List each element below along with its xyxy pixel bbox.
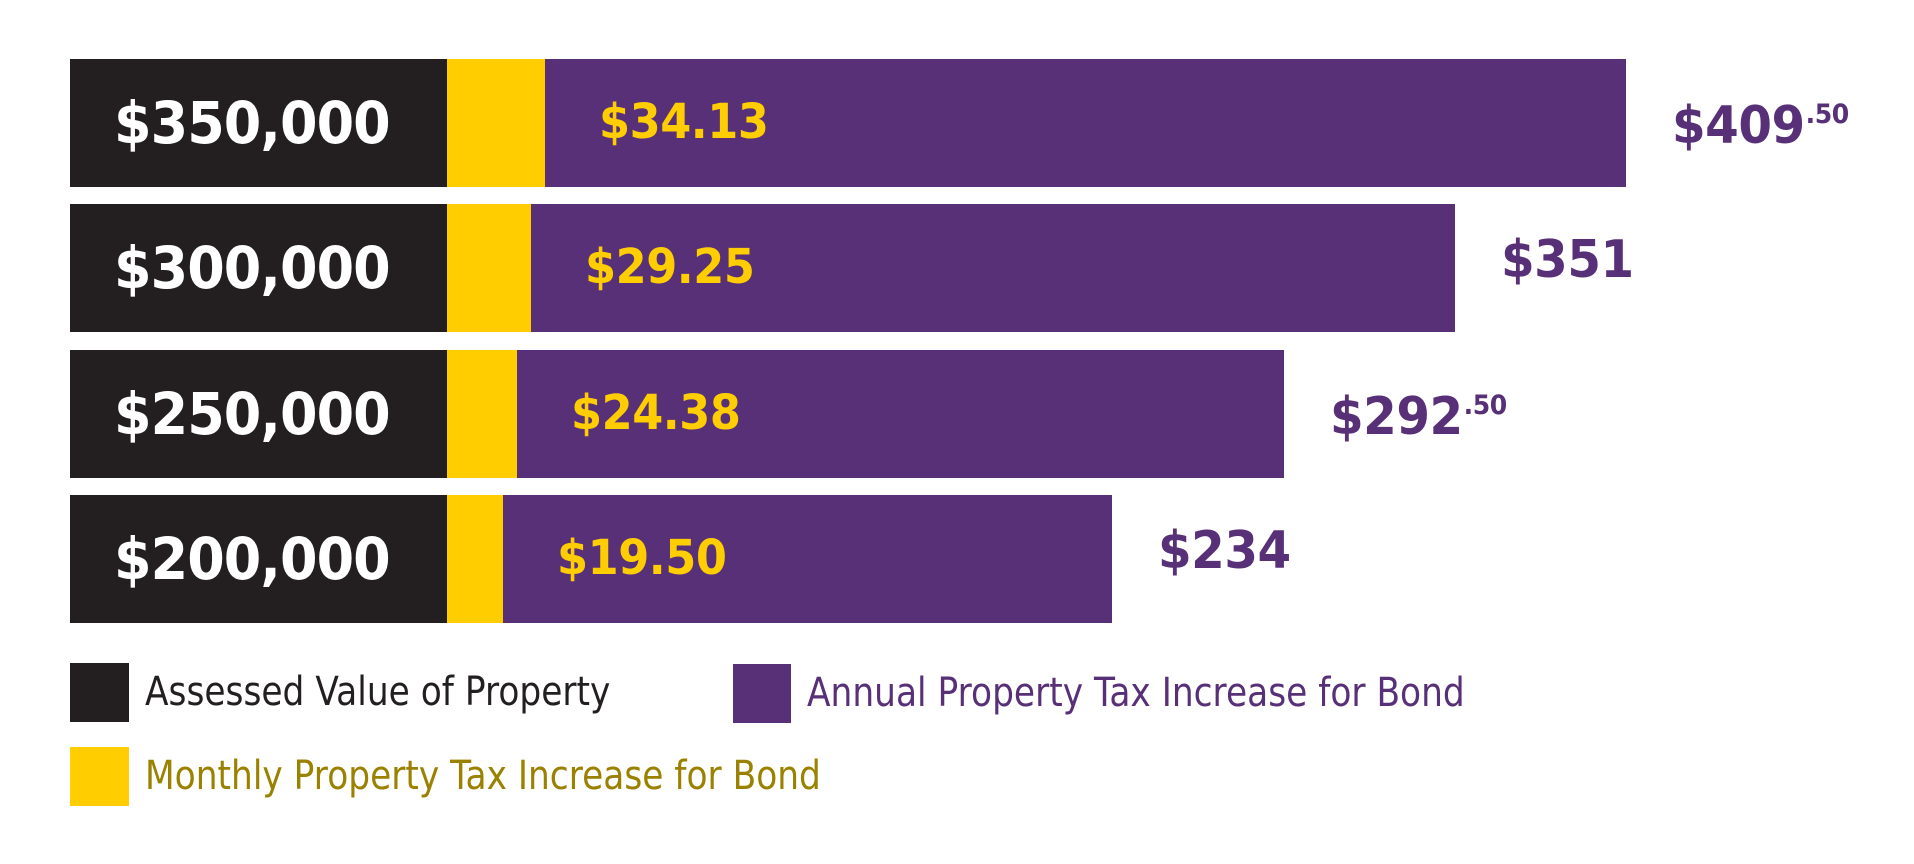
bar-assessed-value xyxy=(70,204,447,332)
bar-assessed-value xyxy=(70,350,447,478)
monthly-increase-label: $34.13 xyxy=(598,94,769,150)
legend-item-assessed: Assessed Value of Property xyxy=(70,662,686,722)
bar-assessed-value xyxy=(70,59,447,187)
annual-increase-dollars: $409 xyxy=(1672,96,1806,156)
bar-assessed-value xyxy=(70,495,447,623)
legend-swatch-assessed xyxy=(70,662,129,722)
assessed-value-label: $200,000 xyxy=(114,525,391,593)
bar-monthly-increase xyxy=(447,495,503,623)
legend-item-monthly: Monthly Property Tax Increase for Bond xyxy=(70,746,931,806)
legend-label-monthly: Monthly Property Tax Increase for Bond xyxy=(145,753,821,799)
assessed-value-label: $350,000 xyxy=(114,89,391,157)
legend-label-annual: Annual Property Tax Increase for Bond xyxy=(807,670,1465,716)
monthly-increase-label: $29.25 xyxy=(584,239,755,295)
annual-increase-label: $409.50 xyxy=(1672,59,1849,187)
bar-annual-increase xyxy=(502,495,1113,623)
annual-increase-label: $351 xyxy=(1501,204,1634,332)
annual-increase-cents: .50 xyxy=(1806,99,1850,130)
bar-annual-increase xyxy=(544,59,1627,187)
annual-increase-label: $234 xyxy=(1158,495,1291,623)
annual-increase-dollars: $234 xyxy=(1158,521,1292,581)
annual-increase-dollars: $292 xyxy=(1329,387,1463,447)
legend-label-assessed: Assessed Value of Property xyxy=(145,669,611,715)
bar-monthly-increase xyxy=(447,59,545,187)
bar-annual-increase xyxy=(530,204,1456,332)
annual-increase-cents: .50 xyxy=(1463,390,1507,421)
legend-swatch-monthly xyxy=(70,746,129,806)
legend-item-annual: Annual Property Tax Increase for Bond xyxy=(733,663,1572,723)
bar-monthly-increase xyxy=(447,350,517,478)
assessed-value-label: $250,000 xyxy=(114,380,391,448)
annual-increase-label: $292.50 xyxy=(1330,350,1507,478)
assessed-value-label: $300,000 xyxy=(114,234,391,302)
annual-increase-dollars: $351 xyxy=(1501,230,1634,290)
monthly-increase-label: $24.38 xyxy=(570,385,741,441)
monthly-increase-label: $19.50 xyxy=(556,530,727,586)
bar-monthly-increase xyxy=(447,204,531,332)
legend-swatch-annual xyxy=(733,663,791,723)
bar-annual-increase xyxy=(516,350,1284,478)
